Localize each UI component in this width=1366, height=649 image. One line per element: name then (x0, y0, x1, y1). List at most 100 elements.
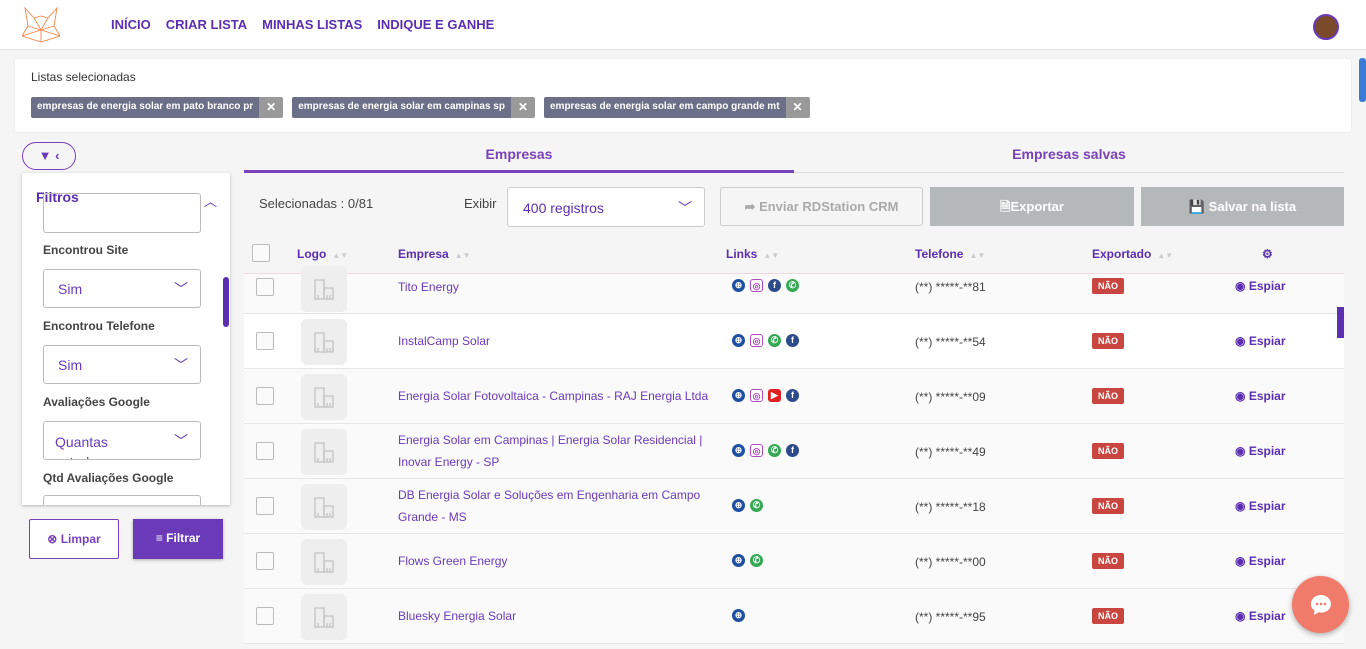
building-icon (301, 539, 347, 585)
whatsapp-icon[interactable]: ✆ (768, 444, 781, 457)
globe-icon[interactable]: ⊕ (732, 279, 745, 292)
whatsapp-icon[interactable]: ✆ (750, 499, 763, 512)
tab-empresas[interactable]: Empresas (244, 146, 794, 173)
chevron-up-icon[interactable]: ︿ (204, 194, 218, 209)
header-empresa[interactable]: Empresa ▲▼ (398, 247, 471, 261)
chevron-down-icon: ﹀ (174, 281, 188, 297)
filter-lines-icon: ≡ (155, 531, 163, 545)
instagram-icon[interactable]: ◎ (750, 389, 763, 402)
building-icon (301, 429, 347, 475)
save-to-list-button[interactable]: 💾 Salvar na lista (1141, 187, 1344, 226)
status-badge: NÃO (1092, 608, 1124, 624)
globe-icon[interactable]: ⊕ (732, 609, 745, 622)
header-telefone[interactable]: Telefone ▲▼ (915, 247, 986, 261)
export-button[interactable]: 🗎Exportar (930, 187, 1134, 226)
espiar-button[interactable]: ◉ Espiar (1235, 609, 1286, 623)
row-checkbox[interactable] (256, 387, 274, 405)
list-chip: empresas de energia solar em campo grand… (543, 97, 810, 118)
sort-icon: ▲▼ (1157, 251, 1174, 260)
globe-icon[interactable]: ⊕ (732, 444, 745, 457)
send-rdstation-button[interactable]: ➦ Enviar RDStation CRM (720, 187, 923, 226)
header-exportado[interactable]: Exportado ▲▼ (1092, 247, 1174, 261)
nav-criar-lista[interactable]: CRIAR LISTA (165, 17, 248, 32)
whatsapp-icon[interactable]: ✆ (750, 554, 763, 567)
links-group: ⊕ ◎ ▶ f (732, 389, 799, 402)
chevron-left-icon: ‹ (55, 148, 60, 163)
row-checkbox[interactable] (256, 442, 274, 460)
row-checkbox[interactable] (256, 278, 274, 296)
phone-select[interactable]: Sim ﹀ (43, 345, 201, 384)
company-name[interactable]: Flows Green Energy (398, 554, 508, 568)
page-scrollbar[interactable] (1359, 58, 1366, 102)
header-links[interactable]: Links ▲▼ (726, 247, 780, 261)
chevron-down-icon: ﹀ (174, 357, 188, 373)
row-checkbox[interactable] (256, 497, 274, 515)
nav-inicio[interactable]: INÍCIO (111, 17, 151, 32)
clear-button[interactable]: ⊗ Limpar (29, 519, 119, 559)
header-logo[interactable]: Logo ▲▼ (297, 247, 349, 261)
site-select[interactable]: Sim ﹀ (43, 269, 201, 308)
globe-icon[interactable]: ⊕ (732, 554, 745, 567)
facebook-icon[interactable]: f (786, 389, 799, 402)
close-icon[interactable]: ✕ (259, 97, 284, 118)
company-name[interactable]: Energia Solar em Campinas | Energia Sola… (398, 433, 703, 469)
fox-logo-icon[interactable] (21, 6, 61, 47)
espiar-button[interactable]: ◉ Espiar (1235, 444, 1286, 458)
filter-button[interactable]: ≡ Filtrar (133, 519, 223, 559)
tab-empresas-salvas[interactable]: Empresas salvas (794, 146, 1344, 173)
clear-icon: ⊗ (47, 532, 58, 546)
espiar-button[interactable]: ◉ Espiar (1235, 389, 1286, 403)
instagram-icon[interactable]: ◎ (750, 334, 763, 347)
globe-icon[interactable]: ⊕ (732, 499, 745, 512)
table-scrollbar[interactable] (1337, 307, 1344, 338)
chat-button[interactable] (1292, 576, 1349, 633)
nav-indique-e-ganhe[interactable]: INDIQUE E GANHE (377, 17, 495, 32)
instagram-icon[interactable]: ◎ (750, 444, 763, 457)
list-chip: empresas de energia solar em pato branco… (31, 97, 284, 118)
selected-lists-panel: Listas selecionadas empresas de energia … (14, 58, 1352, 133)
records-select[interactable]: 400 registros ﹀ (507, 187, 705, 227)
gear-icon[interactable]: ⚙ (1262, 247, 1273, 261)
whatsapp-icon[interactable]: ✆ (786, 279, 799, 292)
rating-count-input[interactable] (43, 495, 201, 505)
building-icon (301, 484, 347, 530)
show-label: Exibir (464, 196, 497, 211)
instagram-icon[interactable]: ◎ (750, 279, 763, 292)
building-icon (301, 594, 347, 640)
select-all-checkbox[interactable] (252, 244, 270, 262)
company-name[interactable]: Bluesky Energia Solar (398, 609, 517, 623)
avatar[interactable] (1313, 14, 1339, 40)
filter-toggle-button[interactable]: ▼ ‹ (22, 142, 76, 170)
facebook-icon[interactable]: f (786, 334, 799, 347)
phone: (**) *****-**49 (915, 445, 986, 459)
filters-scrollbar[interactable] (223, 277, 229, 327)
globe-icon[interactable]: ⊕ (732, 389, 745, 402)
whatsapp-icon[interactable]: ✆ (768, 334, 781, 347)
company-name[interactable]: Tito Energy (398, 280, 459, 294)
table-row: Energia Solar Fotovoltaica - Campinas - … (244, 369, 1344, 424)
row-checkbox[interactable] (256, 332, 274, 350)
company-name[interactable]: InstalCamp Solar (398, 334, 491, 348)
close-icon[interactable]: ✕ (510, 97, 535, 118)
row-checkbox[interactable] (256, 607, 274, 625)
phone: (**) *****-**81 (915, 280, 986, 294)
row-checkbox[interactable] (256, 552, 274, 570)
company-name[interactable]: DB Energia Solar e Soluções em Engenhari… (398, 488, 701, 524)
select-value: Quantas estrelas (55, 434, 108, 459)
globe-icon[interactable]: ⊕ (732, 334, 745, 347)
nav-minhas-listas[interactable]: MINHAS LISTAS (262, 17, 363, 32)
company-name[interactable]: Energia Solar Fotovoltaica - Campinas - … (398, 389, 709, 403)
youtube-icon[interactable]: ▶ (768, 389, 781, 402)
espiar-button[interactable]: ◉ Espiar (1235, 554, 1286, 568)
espiar-button[interactable]: ◉ Espiar (1235, 499, 1286, 513)
google-rating-select[interactable]: Quantas estrelas ﹀ (43, 421, 201, 460)
espiar-button[interactable]: ◉ Espiar (1235, 279, 1286, 293)
filter-input-partial[interactable] (43, 193, 201, 233)
file-icon: 🗎 (1000, 199, 1011, 214)
facebook-icon[interactable]: f (786, 444, 799, 457)
save-icon: 💾 (1188, 199, 1206, 214)
espiar-button[interactable]: ◉ Espiar (1235, 334, 1286, 348)
close-icon[interactable]: ✕ (785, 97, 810, 118)
phone: (**) *****-**00 (915, 555, 986, 569)
facebook-icon[interactable]: f (768, 279, 781, 292)
